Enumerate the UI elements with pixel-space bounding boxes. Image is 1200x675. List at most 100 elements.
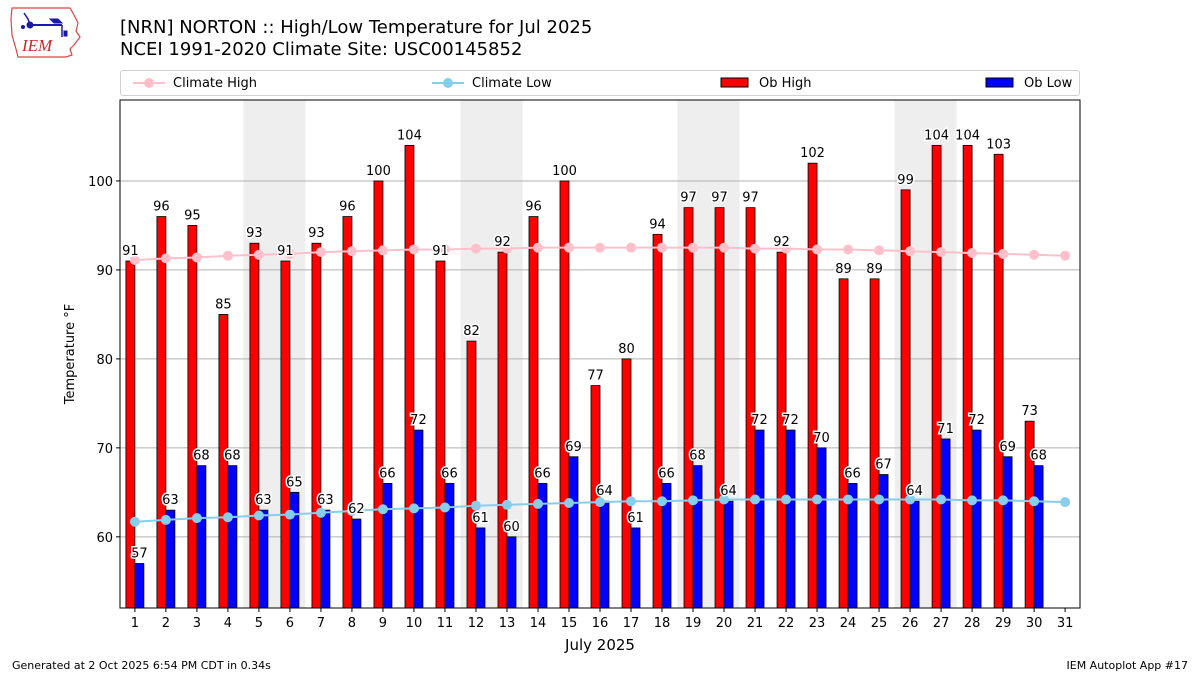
climate-high-point <box>346 246 357 257</box>
ob-high-label: 97 <box>711 191 728 206</box>
y-tick-label: 90 <box>96 264 113 279</box>
ob-low-bar <box>971 429 982 609</box>
ob-low-bar <box>754 429 765 609</box>
ob-low-bar <box>289 491 300 609</box>
iem-logo: IEM <box>10 7 81 58</box>
ob-low-bar <box>320 509 331 609</box>
ob-low-bar <box>351 518 362 609</box>
climate-low-point <box>719 494 730 505</box>
climate-low-point <box>129 516 140 527</box>
x-tick-label: 1 <box>131 616 139 631</box>
ob-low-label: 65 <box>286 475 303 490</box>
ob-high-label: 102 <box>800 146 825 161</box>
climate-high-point <box>967 248 978 259</box>
ob-high-label: 99 <box>897 173 914 188</box>
ob-low-bar <box>506 536 517 609</box>
x-tick-label: 23 <box>809 616 826 631</box>
ob-high-bar <box>187 225 198 609</box>
ob-high-bar <box>156 216 167 609</box>
ob-high-bar <box>311 242 322 609</box>
climate-high-point <box>470 243 481 254</box>
climate-high-point <box>998 248 1009 259</box>
generated-timestamp: Generated at 2 Oct 2025 6:54 PM CDT in 0… <box>12 659 271 672</box>
ob-high-bar <box>280 260 291 609</box>
ob-low-bar <box>1033 465 1044 609</box>
ob-low-bar <box>940 438 951 609</box>
weather-station-icon <box>21 12 68 37</box>
ob-low-bar <box>134 563 145 609</box>
x-tick-label: 12 <box>468 616 485 631</box>
ob-low-bar <box>258 509 269 609</box>
ob-low-label: 68 <box>224 449 241 464</box>
climate-low-point <box>626 496 637 507</box>
ob-low-bar <box>227 465 238 609</box>
ob-low-label: 61 <box>472 511 489 526</box>
x-tick-label: 10 <box>406 616 423 631</box>
climate-low-point <box>563 498 574 509</box>
ob-low-label: 68 <box>193 449 210 464</box>
ob-low-label: 64 <box>596 484 613 499</box>
legend: Climate High Climate Low Ob High Ob Low <box>120 70 1080 96</box>
ob-high-label: 89 <box>835 262 852 277</box>
legend-label: Ob High <box>759 75 812 91</box>
ob-low-label: 66 <box>441 466 458 481</box>
ob-low-label: 61 <box>627 511 644 526</box>
climate-low-point <box>967 495 978 506</box>
x-tick-label: 4 <box>224 616 232 631</box>
ob-high-bar <box>373 180 384 609</box>
x-tick-label: 28 <box>964 616 981 631</box>
ob-high-label: 96 <box>153 200 170 215</box>
climate-high-line-marker-icon <box>133 78 165 88</box>
climate-low-point <box>1029 496 1040 507</box>
chart-subtitle: NCEI 1991-2020 Climate Site: USC00145852 <box>120 39 523 60</box>
ob-high-bar <box>466 340 477 609</box>
ob-high-bar <box>621 358 632 609</box>
ob-low-label: 62 <box>348 502 365 517</box>
ob-low-label: 66 <box>658 466 675 481</box>
climate-low-point <box>315 507 326 518</box>
climate-high-point <box>936 247 947 258</box>
climate-high-point <box>315 247 326 258</box>
ob-high-label: 85 <box>215 297 232 312</box>
legend-label: Climate High <box>173 75 258 91</box>
ob-high-label: 91 <box>432 244 449 259</box>
y-tick-label: 80 <box>96 353 113 368</box>
climate-high-point <box>284 248 295 259</box>
climate-high-point <box>191 252 202 263</box>
legend-item-ob-low: Ob Low <box>984 71 1072 95</box>
x-tick-label: 26 <box>902 616 919 631</box>
climate-high-point <box>160 253 171 264</box>
ob-high-label: 104 <box>924 128 949 143</box>
climate-high-point <box>719 242 730 253</box>
legend-item-ob-high: Ob High <box>719 71 812 95</box>
ob-high-label: 97 <box>680 191 697 206</box>
climate-high-point <box>501 243 512 254</box>
ob-low-bar <box>1002 456 1013 609</box>
climate-low-point <box>439 502 450 513</box>
ob-high-label: 100 <box>552 164 577 179</box>
ob-low-label: 63 <box>317 493 334 508</box>
ob-high-bar <box>497 251 508 609</box>
climate-high-point <box>563 242 574 253</box>
x-tick-label: 27 <box>933 616 950 631</box>
climate-low-point <box>470 500 481 511</box>
ob-high-label: 73 <box>1021 404 1038 419</box>
ob-high-bar <box>404 144 415 609</box>
climate-low-point <box>253 510 264 521</box>
app-credit: IEM Autoplot App #17 <box>1066 659 1189 672</box>
climate-high-point <box>439 244 450 255</box>
ob-low-label: 66 <box>379 466 396 481</box>
climate-low-point <box>222 512 233 523</box>
climate-high-point <box>688 242 699 253</box>
climate-low-point <box>408 503 419 514</box>
x-tick-label: 22 <box>778 616 795 631</box>
ob-low-label: 63 <box>255 493 272 508</box>
climate-low-point <box>191 513 202 524</box>
y-axis-label: Temperature °F <box>63 304 78 405</box>
ob-low-label: 72 <box>968 413 985 428</box>
ob-high-bar <box>931 144 942 609</box>
ob-low-bar <box>785 429 796 609</box>
ob-low-bar <box>165 509 176 609</box>
ob-low-bar <box>878 474 889 609</box>
